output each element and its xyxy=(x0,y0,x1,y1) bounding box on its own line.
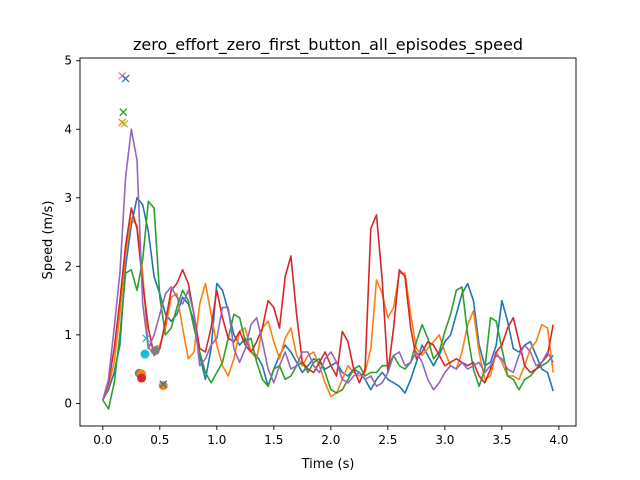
x-tick-label-0: 0.0 xyxy=(93,433,112,447)
axes-frame xyxy=(79,57,577,427)
x-marker-7 xyxy=(150,344,159,353)
x-tick-label-7: 3.5 xyxy=(492,433,511,447)
series-line-1 xyxy=(102,197,554,401)
x-tick-label-1: 0.5 xyxy=(150,433,169,447)
x-marker-6 xyxy=(142,334,151,343)
chart-title: zero_effort_zero_first_button_all_episod… xyxy=(133,35,523,55)
series-line-3 xyxy=(102,200,554,410)
x-marker-5 xyxy=(120,119,129,128)
x-tick-label-3: 1.5 xyxy=(264,433,283,447)
x-tick-label-2: 1.0 xyxy=(207,433,226,447)
y-tick-label-4: 4 xyxy=(64,122,72,136)
y-tick-label-3: 3 xyxy=(64,191,72,205)
dot-marker-5 xyxy=(137,373,147,383)
x-tick-label-6: 3.0 xyxy=(435,433,454,447)
x-marker-3 xyxy=(119,108,128,117)
series-line-4 xyxy=(102,207,554,401)
dot-marker-2 xyxy=(140,349,150,359)
y-tick-label-5: 5 xyxy=(64,54,72,68)
dot-marker-6 xyxy=(158,381,168,391)
series-line-5 xyxy=(102,128,554,401)
y-tick-label-2: 2 xyxy=(64,259,72,273)
x-tick-label-5: 2.5 xyxy=(378,433,397,447)
x-marker-8 xyxy=(159,380,168,389)
x-axis-label: Time (s) xyxy=(301,457,355,472)
y-tick-label-1: 1 xyxy=(64,328,72,342)
y-axis-label: Speed (m/s) xyxy=(41,201,56,280)
plot-area: 0.0 0.5 1.0 1.5 2.0 2.5 3.0 3.5 4.0 0 1 2 3 4 5 xyxy=(64,54,577,447)
x-tick-label-4: 2.0 xyxy=(321,433,340,447)
y-tick-label-0: 0 xyxy=(64,396,72,410)
x-marker-2 xyxy=(121,74,130,83)
x-tick-label-8: 4.0 xyxy=(549,433,568,447)
